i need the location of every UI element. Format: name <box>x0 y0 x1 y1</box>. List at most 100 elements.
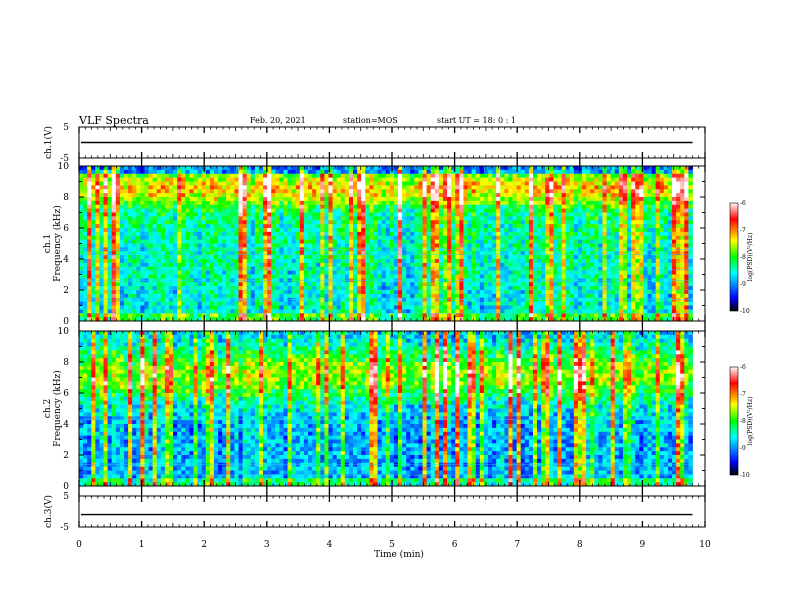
spectrogram-cell <box>222 259 227 264</box>
spectrogram-cell <box>242 212 248 217</box>
spectrogram-cell <box>385 193 391 198</box>
spectrogram-cell <box>95 305 100 310</box>
spectrogram-cell <box>406 197 411 202</box>
spectrogram-cell <box>79 282 84 287</box>
spectrogram-cell <box>332 181 338 186</box>
spectrogram-cell <box>422 220 428 225</box>
spectrogram-cell <box>549 189 554 194</box>
spectrogram-cell <box>475 313 481 318</box>
spectrogram-cell <box>553 200 558 206</box>
spectrogram-cell <box>483 262 489 268</box>
spectrogram-cell <box>291 220 297 225</box>
spectrogram-cell <box>123 270 129 275</box>
spectrogram-cell <box>218 309 223 314</box>
spectrogram-cell <box>438 224 444 229</box>
spectrogram-cell <box>234 228 239 233</box>
spectrogram-cell <box>532 313 538 318</box>
spectrogram-cell <box>328 266 333 272</box>
spectrogram-cell <box>357 309 362 314</box>
spectrogram-cell <box>144 193 149 198</box>
spectrogram-cell <box>132 204 137 210</box>
spectrogram-cell <box>213 270 219 275</box>
spectrogram-cell <box>406 255 411 260</box>
spectrogram-cell <box>377 228 383 233</box>
spectrogram-cell <box>467 200 473 206</box>
spectrogram-cell <box>230 262 235 268</box>
spectrogram-cell <box>422 259 428 264</box>
spectrogram-cell <box>344 290 350 295</box>
spectrogram-cell <box>438 262 444 268</box>
spectrogram-cell <box>148 220 154 225</box>
spectrogram-cell <box>369 224 374 229</box>
spectrogram-cell <box>152 177 158 182</box>
spectrogram-cell <box>140 235 145 241</box>
spectrogram-cell <box>537 208 542 213</box>
spectrogram-cell <box>160 266 166 272</box>
spectrogram-cell <box>218 251 223 256</box>
spectrogram-cell <box>291 197 297 202</box>
spectrogram-cell <box>426 212 432 217</box>
spectrogram-cell <box>541 290 546 295</box>
spectrogram-cell <box>565 197 571 202</box>
spectrogram-cell <box>557 255 562 260</box>
spectrogram-cell <box>279 266 284 272</box>
spectrogram-cell <box>119 293 125 299</box>
spectrogram-cell <box>369 169 374 175</box>
spectrogram-cell <box>504 274 509 279</box>
spectrogram-cell <box>365 274 370 279</box>
spectrogram-cell <box>541 251 546 256</box>
spectrogram-cell <box>365 177 370 182</box>
spectrogram-cell <box>185 189 190 194</box>
spectrogram-cell <box>492 313 497 318</box>
spectrogram-cell <box>532 204 538 210</box>
spectrogram-cell <box>299 274 305 279</box>
spectrogram-cell <box>83 235 88 241</box>
spectrogram-cell <box>238 228 243 233</box>
spectrogram-cell <box>222 177 227 182</box>
spectrogram-cell <box>344 313 350 318</box>
spectrogram-cell <box>83 177 88 182</box>
spectrogram-cell <box>160 169 166 175</box>
spectrogram-cell <box>107 228 113 233</box>
spectrogram-cell <box>156 313 162 318</box>
spectrogram-cell <box>222 282 227 287</box>
y-tick-label: -5 <box>60 154 69 164</box>
spectrogram-cell <box>258 266 264 272</box>
spectrogram-cell <box>79 166 84 171</box>
spectrogram-cell <box>508 297 513 303</box>
spectrogram-cell <box>230 235 235 241</box>
spectrogram-cell <box>557 274 562 279</box>
spectrogram-cell <box>115 181 121 186</box>
spectrogram-cell <box>164 270 170 275</box>
spectrogram-cell <box>185 166 190 171</box>
spectrogram-cell <box>279 313 284 318</box>
spectrogram-cell <box>242 251 248 256</box>
spectrogram-cell <box>475 301 481 306</box>
spectrogram-cell <box>197 270 203 275</box>
spectrogram-cell <box>393 305 399 310</box>
spectrogram-cell <box>303 293 309 299</box>
spectrogram-cell <box>422 197 428 202</box>
spectrogram-cell <box>107 297 113 303</box>
spectrogram-cell <box>348 266 354 272</box>
spectrogram-cell <box>393 193 399 198</box>
spectrogram-cell <box>492 228 497 233</box>
spectrogram-cell <box>471 204 477 210</box>
spectrogram-cell <box>479 259 485 264</box>
spectrogram-cell <box>287 208 293 213</box>
spectrogram-cell <box>123 204 129 210</box>
spectrogram-cell <box>496 189 501 194</box>
spectrogram-cell <box>234 181 239 186</box>
spectrogram-cell <box>381 262 387 268</box>
spectrogram-cell <box>549 231 554 237</box>
spectrogram-cell <box>516 197 522 202</box>
spectrogram-cell <box>553 309 558 314</box>
spectrogram-cell <box>213 189 219 194</box>
spectrogram-cell <box>504 200 509 206</box>
spectrogram-cell <box>107 282 113 287</box>
spectrogram-cell <box>234 266 239 272</box>
spectrogram-cell <box>144 220 149 225</box>
spectrogram-cell <box>381 243 387 248</box>
spectrogram-cell <box>385 197 391 202</box>
